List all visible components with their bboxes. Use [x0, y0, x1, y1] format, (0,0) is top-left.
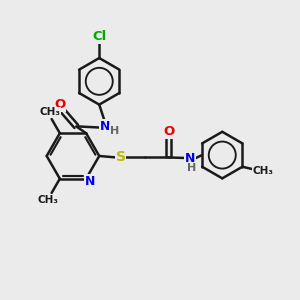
Text: O: O [163, 125, 174, 138]
Text: O: O [54, 98, 65, 111]
Text: CH₃: CH₃ [38, 194, 58, 205]
Text: H: H [187, 163, 196, 172]
Text: N: N [99, 120, 110, 133]
Text: H: H [110, 126, 119, 136]
Text: Cl: Cl [92, 30, 106, 43]
Text: S: S [116, 151, 126, 164]
Text: CH₃: CH₃ [253, 166, 274, 176]
Text: N: N [184, 152, 195, 165]
Text: N: N [85, 175, 95, 188]
Text: CH₃: CH₃ [40, 107, 61, 117]
